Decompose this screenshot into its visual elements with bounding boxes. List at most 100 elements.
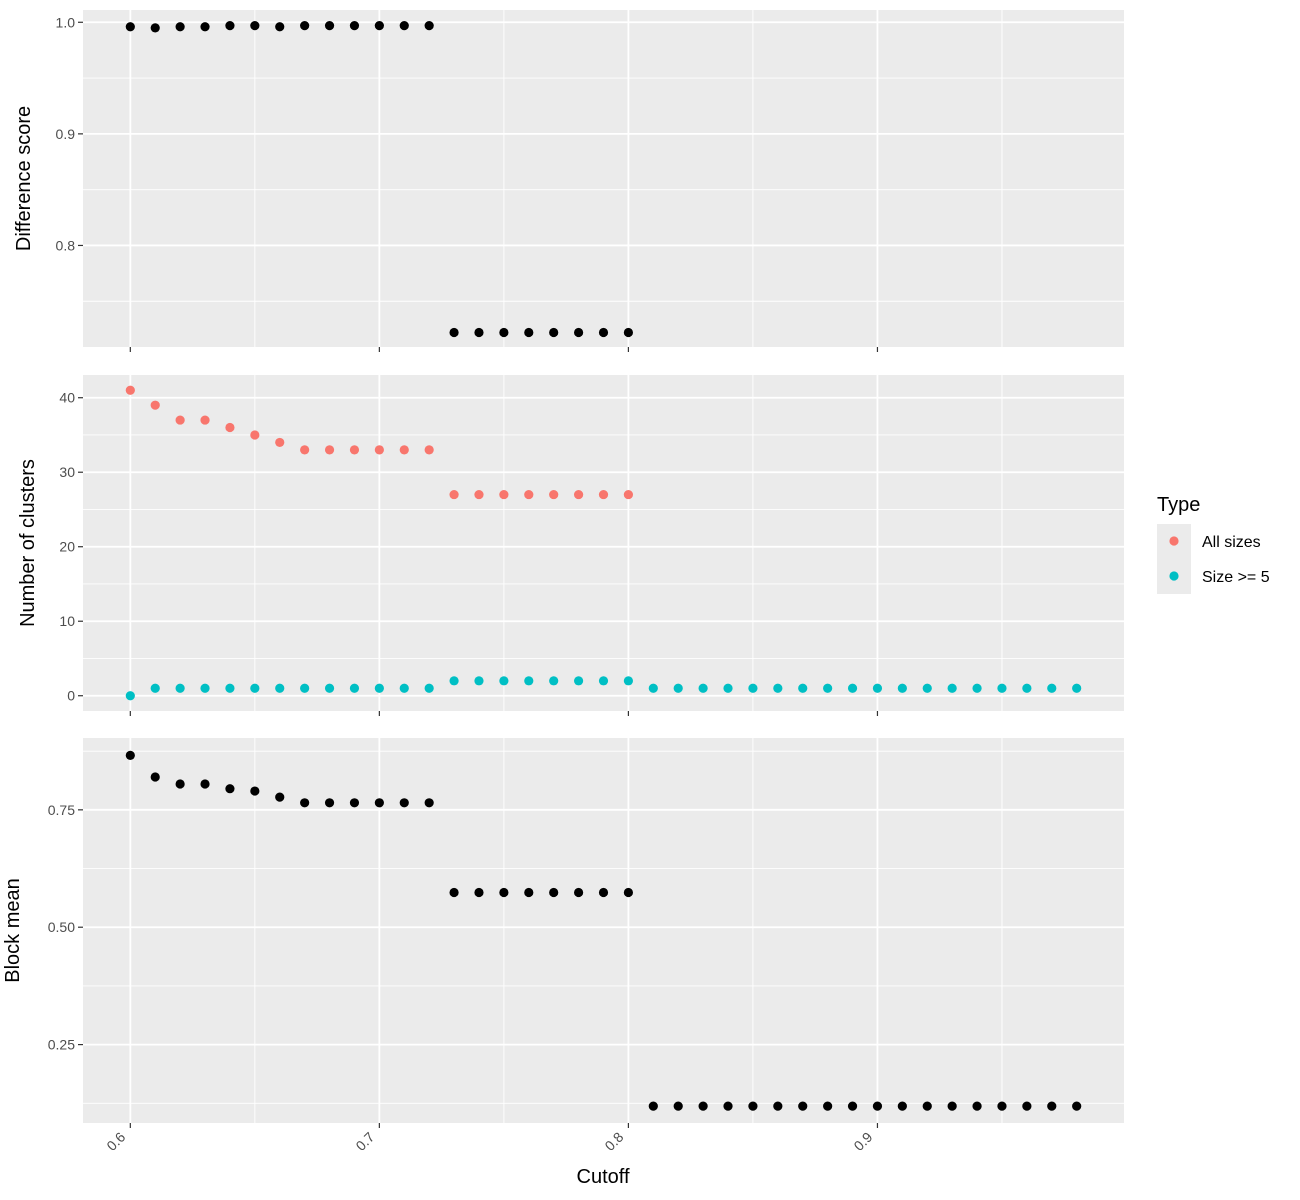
data-point — [623, 676, 634, 686]
data-point — [748, 1101, 758, 1111]
data-point — [798, 683, 808, 693]
data-point — [349, 683, 360, 693]
data-point — [499, 887, 509, 898]
data-point — [972, 683, 982, 693]
y-tick-label: 0 — [67, 688, 75, 704]
data-point — [125, 385, 135, 395]
data-point — [474, 327, 484, 338]
y-tick-label: 0.8 — [56, 237, 76, 253]
data-point — [1047, 683, 1057, 693]
data-point — [598, 887, 609, 898]
y-tick-label: 10 — [59, 613, 75, 629]
data-point — [275, 22, 285, 32]
data-point — [723, 1101, 733, 1111]
data-point — [549, 489, 559, 500]
data-point — [424, 445, 434, 455]
data-point — [424, 683, 434, 693]
data-point — [324, 798, 335, 808]
data-point — [250, 21, 260, 31]
legend-key-background — [1157, 524, 1191, 594]
data-point — [125, 691, 135, 701]
data-point — [349, 21, 360, 31]
data-point — [823, 683, 833, 693]
x-tick-label: 0.9 — [850, 1129, 875, 1154]
data-point — [225, 784, 235, 794]
data-point — [573, 327, 584, 338]
data-point — [1072, 683, 1082, 693]
data-point — [175, 779, 185, 789]
data-point — [922, 683, 932, 693]
data-point — [200, 683, 210, 693]
panel-background — [83, 738, 1124, 1123]
data-point — [773, 683, 783, 693]
data-point — [947, 1101, 957, 1111]
data-point — [524, 489, 534, 500]
panel-difference: 0.8 0.9 1.0 Difference score — [13, 10, 1124, 352]
data-point — [773, 1101, 783, 1111]
data-point — [449, 489, 459, 500]
data-point — [324, 445, 335, 455]
data-point — [549, 327, 559, 338]
data-point — [275, 437, 285, 448]
data-point — [623, 887, 634, 898]
data-point — [300, 683, 310, 693]
legend-label-all-sizes: All sizes — [1202, 534, 1261, 551]
data-point — [698, 683, 708, 693]
data-point — [573, 887, 584, 898]
data-point — [175, 683, 185, 693]
data-point — [524, 887, 534, 898]
data-point — [847, 683, 858, 693]
data-point — [1022, 1101, 1032, 1111]
data-point — [399, 21, 409, 31]
x-axis-title: Cutoff — [577, 1166, 630, 1188]
data-point — [374, 445, 384, 455]
data-point — [598, 489, 609, 500]
y-axis-title: Block mean — [2, 878, 24, 983]
data-point — [150, 400, 160, 410]
data-point — [399, 445, 409, 455]
data-point — [947, 683, 957, 693]
data-point — [972, 1101, 982, 1111]
data-point — [150, 683, 160, 693]
data-point — [598, 676, 609, 686]
data-point — [399, 683, 409, 693]
y-tick-label: 0.25 — [48, 1037, 75, 1053]
panel-background — [83, 375, 1124, 711]
panel-clusters: 0 10 20 30 40 Number of clusters — [17, 375, 1124, 716]
data-point — [623, 327, 634, 338]
data-point — [872, 683, 883, 693]
data-point — [499, 327, 509, 338]
data-point — [1047, 1101, 1057, 1111]
data-point — [250, 683, 260, 693]
data-point — [573, 489, 584, 500]
data-point — [300, 445, 310, 455]
y-tick-label: 20 — [59, 539, 75, 555]
data-point — [349, 798, 360, 808]
data-point — [922, 1101, 932, 1111]
data-point — [225, 21, 235, 31]
y-tick-label: 1.0 — [56, 14, 76, 30]
data-point — [424, 798, 434, 808]
data-point — [897, 683, 907, 693]
data-point — [748, 683, 758, 693]
data-point — [524, 676, 534, 686]
data-point — [250, 430, 260, 440]
data-point — [250, 786, 260, 796]
data-point — [1072, 1101, 1082, 1111]
data-point — [125, 22, 135, 32]
data-point — [175, 415, 185, 425]
data-point — [275, 683, 285, 693]
data-point — [474, 887, 484, 898]
legend-label-size-5: Size >= 5 — [1202, 569, 1270, 586]
data-point — [524, 327, 534, 338]
data-point — [200, 415, 210, 425]
data-point — [374, 798, 384, 808]
data-point — [449, 676, 459, 686]
panel-background — [83, 10, 1124, 347]
chart-panels: 0.8 0.9 1.0 Difference score 0 10 20 30 40 Number… — [2, 10, 1124, 1154]
data-point — [798, 1101, 808, 1111]
legend-key-all-sizes — [1169, 536, 1179, 546]
data-point — [872, 1101, 883, 1111]
data-point — [499, 489, 509, 500]
